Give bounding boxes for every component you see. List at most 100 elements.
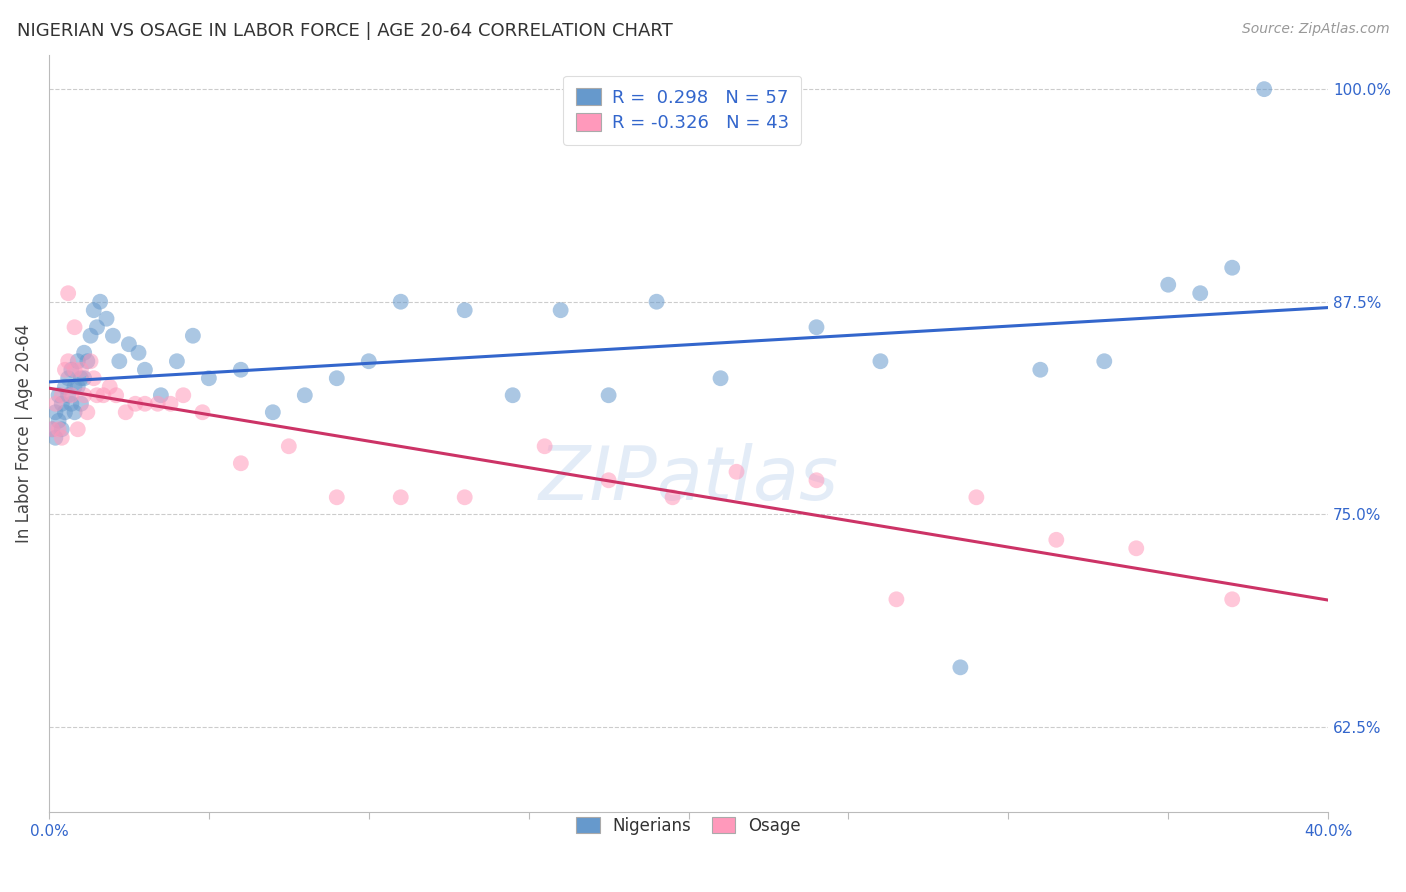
Point [79,354,101,368]
Point [886,592,908,607]
Point [86,388,108,402]
Point [41,422,63,436]
Point [134,397,156,411]
Point [56,286,79,301]
Point [149,388,172,402]
Y-axis label: In Labor Force | Age 20-64: In Labor Force | Age 20-64 [15,324,32,543]
Point [191,405,214,419]
Point [598,473,620,487]
Point [502,388,524,402]
Point [63,380,86,394]
Point [806,320,828,334]
Point [51,431,73,445]
Point [51,422,73,436]
Point [326,371,349,385]
Point [1157,277,1180,292]
Point [76,405,98,419]
Text: NIGERIAN VS OSAGE IN LABOR FORCE | AGE 20-64 CORRELATION CHART: NIGERIAN VS OSAGE IN LABOR FORCE | AGE 2… [17,22,672,40]
Point [63,320,86,334]
Point [181,328,204,343]
Point [60,388,83,402]
Point [60,397,83,411]
Point [53,380,76,394]
Point [229,456,252,470]
Point [326,490,349,504]
Point [86,320,108,334]
Point [66,380,89,394]
Point [146,397,169,411]
Point [533,439,555,453]
Point [91,388,114,402]
Point [96,311,118,326]
Point [1125,541,1147,556]
Point [73,345,96,359]
Point [598,388,620,402]
Point [1253,82,1275,96]
Point [51,388,73,402]
Point [198,371,221,385]
Point [124,397,146,411]
Point [63,363,86,377]
Point [79,328,101,343]
Point [70,397,93,411]
Point [89,294,111,309]
Point [70,363,93,377]
Point [709,371,731,385]
Point [60,363,83,377]
Point [294,388,316,402]
Point [389,490,412,504]
Point [550,303,572,318]
Point [806,473,828,487]
Point [48,388,70,402]
Point [70,371,93,385]
Point [229,363,252,377]
Point [277,439,299,453]
Point [51,397,73,411]
Point [1029,363,1052,377]
Point [83,303,105,318]
Point [66,354,89,368]
Point [454,490,477,504]
Point [134,363,156,377]
Point [41,422,63,436]
Point [44,431,66,445]
Point [661,490,683,504]
Point [1045,533,1067,547]
Point [53,405,76,419]
Point [48,422,70,436]
Point [166,354,188,368]
Point [83,371,105,385]
Point [56,388,79,402]
Text: ZIPatlas: ZIPatlas [538,443,838,515]
Point [118,337,141,351]
Point [66,422,89,436]
Point [1092,354,1115,368]
Point [56,371,79,385]
Point [1189,286,1212,301]
Point [56,354,79,368]
Point [159,397,181,411]
Point [357,354,380,368]
Point [869,354,891,368]
Text: Source: ZipAtlas.com: Source: ZipAtlas.com [1241,22,1389,37]
Point [63,405,86,419]
Point [108,354,131,368]
Point [48,414,70,428]
Point [965,490,987,504]
Legend: Nigerians, Osage: Nigerians, Osage [567,807,811,845]
Point [114,405,136,419]
Point [76,354,98,368]
Point [101,328,124,343]
Point [128,345,150,359]
Point [73,388,96,402]
Point [98,380,121,394]
Point [172,388,194,402]
Point [645,294,668,309]
Point [262,405,284,419]
Point [949,660,972,674]
Point [73,371,96,385]
Point [389,294,412,309]
Point [454,303,477,318]
Point [1220,260,1243,275]
Point [44,405,66,419]
